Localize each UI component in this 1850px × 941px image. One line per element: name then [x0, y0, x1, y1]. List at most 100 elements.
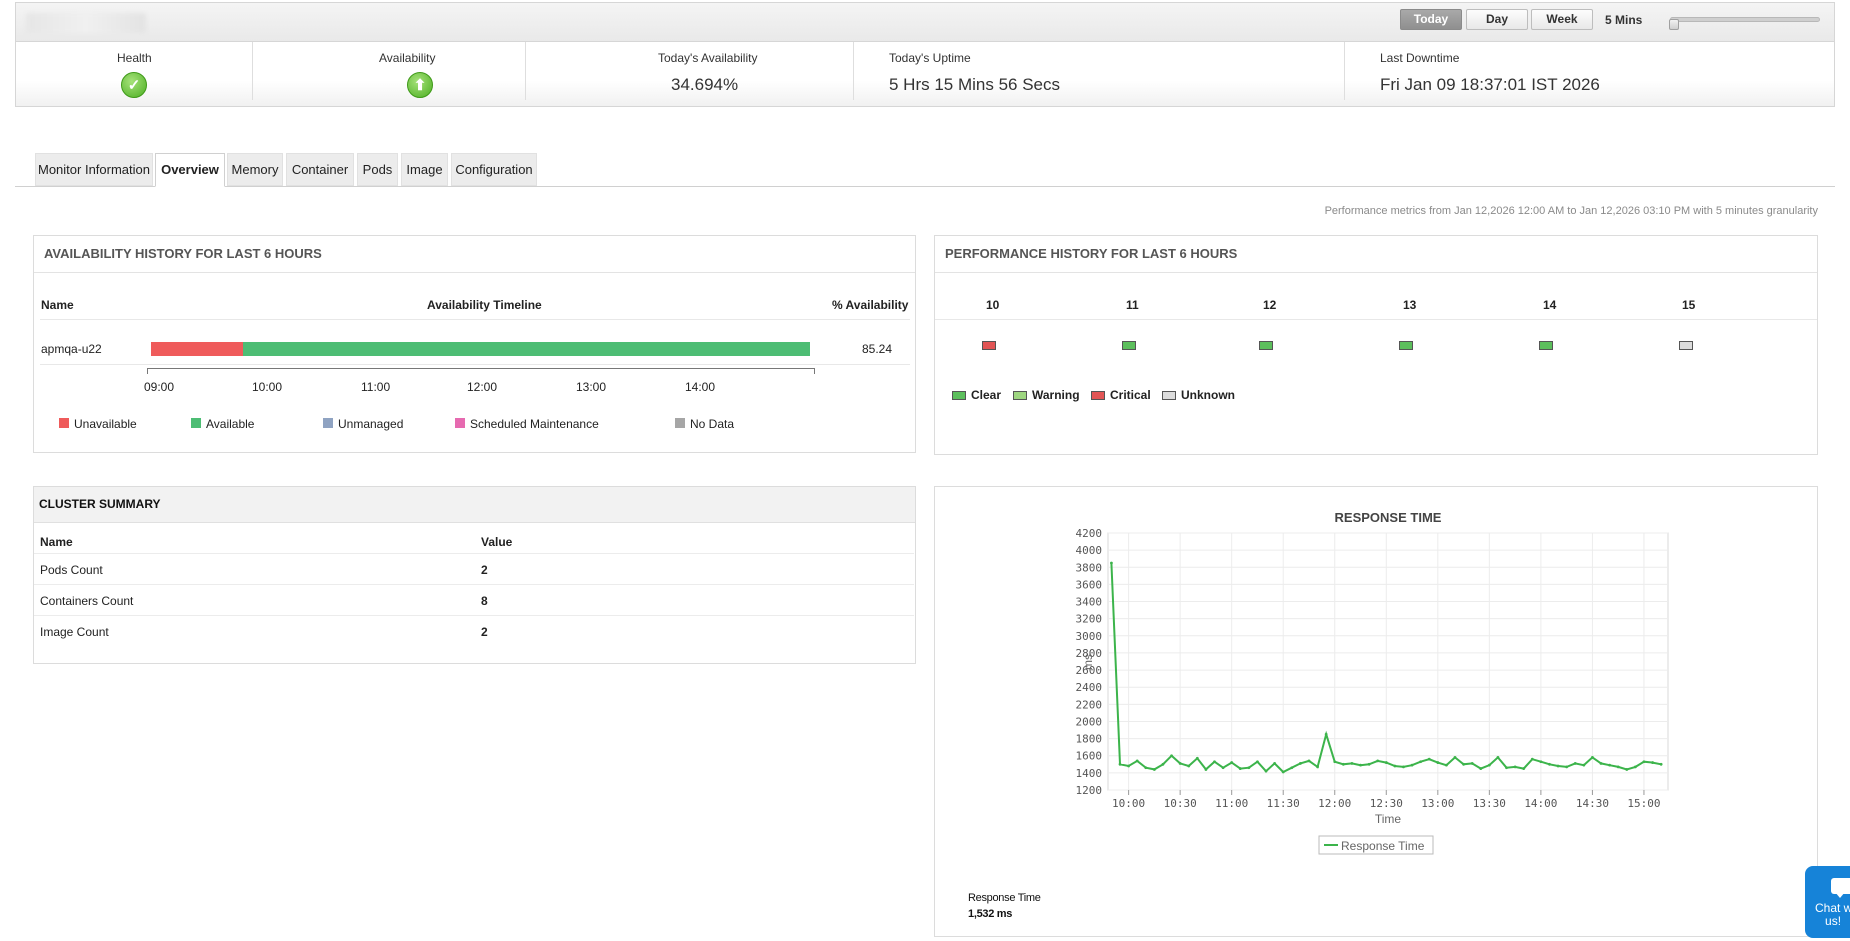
response-time-point: [1195, 756, 1199, 760]
y-tick-label: 3000: [1076, 630, 1103, 643]
response-time-point: [1238, 767, 1242, 770]
cluster-summary-panel: CLUSTER SUMMARY Name Value Pods Count 2 …: [33, 486, 916, 664]
tab-image[interactable]: Image: [401, 153, 448, 186]
response-time-point: [1256, 760, 1259, 764]
cs-row-name: Pods Count: [40, 563, 103, 577]
legend-available-swatch: [191, 418, 201, 428]
ph-status-cell[interactable]: [1399, 341, 1413, 350]
ph-status-cell[interactable]: [1679, 341, 1693, 350]
response-time-point: [1496, 756, 1500, 759]
ph-status-cell[interactable]: [1259, 341, 1273, 350]
cs-row-value: 2: [481, 625, 488, 639]
y-tick-label: 3600: [1076, 578, 1103, 591]
response-time-point: [1608, 763, 1611, 767]
range-day-button[interactable]: Day: [1466, 9, 1528, 30]
ph-status-cell[interactable]: [1122, 341, 1136, 350]
av-col-name: Name: [41, 298, 74, 312]
chat-label: Chat w us!: [1815, 901, 1850, 928]
y-axis-label: ms: [1081, 654, 1095, 670]
x-tick-label: 12:30: [1370, 797, 1403, 810]
chart-legend-label: Response Time: [1341, 839, 1425, 853]
legend-unmanaged-label: Unmanaged: [338, 417, 404, 431]
x-tick-label: 14:00: [1524, 797, 1557, 810]
response-time-point: [1659, 762, 1663, 766]
ph-legend-warning-label: Warning: [1032, 388, 1080, 402]
response-time-point: [1110, 561, 1113, 565]
response-time-point: [1419, 760, 1423, 764]
x-tick-label: 11:30: [1267, 797, 1300, 810]
response-time-point: [1651, 761, 1654, 764]
ph-legend-clear-swatch: [952, 391, 966, 400]
response-time-point: [1505, 766, 1508, 770]
tab-memory[interactable]: Memory: [227, 153, 283, 186]
x-tick-label: 12:00: [1318, 797, 1351, 810]
ph-status-cell[interactable]: [982, 341, 996, 350]
response-time-point: [1591, 756, 1594, 759]
response-time-point: [1642, 760, 1646, 764]
response-time-point: [1127, 764, 1131, 768]
response-time-point: [1462, 762, 1465, 766]
response-time-point: [1453, 756, 1457, 759]
tab-container[interactable]: Container: [286, 153, 354, 186]
av-row-divider: [40, 364, 910, 365]
response-time-point: [1170, 754, 1173, 758]
y-tick-label: 3400: [1076, 596, 1103, 609]
ph-status-cell[interactable]: [1539, 341, 1553, 350]
x-axis-label: Time: [1375, 812, 1402, 826]
response-time-point: [1333, 760, 1337, 764]
tab-pods[interactable]: Pods: [357, 153, 398, 186]
av-unavailable-segment: [151, 342, 243, 356]
av-header-divider: [40, 319, 910, 320]
tabs-baseline: [15, 186, 1835, 187]
y-tick-label: 2600: [1076, 664, 1103, 677]
av-row-name[interactable]: apmqa-u22: [41, 342, 102, 356]
response-time-point: [1230, 761, 1234, 764]
response-time-point: [1152, 768, 1156, 771]
x-tick-label: 11:00: [1215, 797, 1248, 810]
chat-widget-button[interactable]: Chat w us!: [1805, 866, 1850, 938]
ph-hour-label: 12: [1263, 298, 1277, 312]
legend-available-label: Available: [206, 417, 255, 431]
cs-col-name: Name: [40, 535, 73, 549]
legend-no-data-label: No Data: [690, 417, 735, 431]
y-tick-label: 2000: [1076, 715, 1103, 728]
response-time-point: [1436, 761, 1440, 764]
response-time-point: [1410, 763, 1414, 767]
response-time-point: [1213, 760, 1216, 764]
ph-header-divider: [935, 319, 1817, 320]
response-time-point: [1264, 769, 1268, 773]
performance-history-title: PERFORMANCE HISTORY FOR LAST 6 HOURS: [935, 236, 1817, 273]
legend-scheduled-maintenance-label: Scheduled Maintenance: [470, 417, 599, 431]
y-tick-label: 1200: [1076, 784, 1103, 797]
granularity-slider-handle[interactable]: [1669, 19, 1679, 30]
performance-history-panel: PERFORMANCE HISTORY FOR LAST 6 HOURS: [934, 235, 1818, 455]
y-tick-label: 1600: [1076, 750, 1103, 763]
table-row: Containers Count 8: [34, 585, 914, 616]
granularity-label: 5 Mins: [1605, 13, 1643, 27]
y-tick-label: 2800: [1076, 647, 1103, 660]
y-tick-label: 3800: [1076, 561, 1103, 574]
response-time-point: [1470, 762, 1474, 765]
response-time-point: [1144, 766, 1148, 770]
check-circle-icon: ✓: [121, 72, 147, 98]
response-time-point: [1341, 762, 1345, 766]
response-time-point: [1290, 766, 1294, 770]
ph-hour-label: 13: [1403, 298, 1417, 312]
arrow-up-circle-icon: ⬆: [407, 72, 433, 98]
cs-col-value: Value: [481, 535, 513, 549]
response-time-point: [1479, 767, 1483, 770]
ph-legend-critical-label: Critical: [1110, 388, 1151, 402]
range-today-button[interactable]: Today: [1400, 9, 1462, 30]
ph-legend-unknown-label: Unknown: [1181, 388, 1235, 402]
tab-configuration[interactable]: Configuration: [451, 153, 537, 186]
ph-legend-warning-swatch: [1013, 391, 1027, 400]
legend-unavailable-swatch: [59, 418, 69, 428]
last-downtime-cell: Last Downtime Fri Jan 09 18:37:01 IST 20…: [1345, 42, 1835, 100]
response-time-point: [1573, 762, 1577, 765]
range-week-button[interactable]: Week: [1531, 9, 1593, 30]
availability-label: Availability: [379, 51, 436, 65]
response-time-point: [1324, 732, 1328, 736]
tab-overview[interactable]: Overview: [155, 153, 225, 187]
tab-monitor-information[interactable]: Monitor Information: [35, 153, 153, 186]
